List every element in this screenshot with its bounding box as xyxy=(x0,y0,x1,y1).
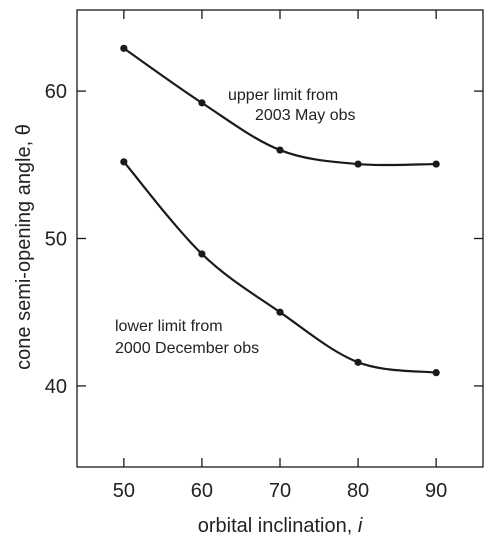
data-point-1-80 xyxy=(354,358,362,366)
data-point-0-70 xyxy=(276,146,284,154)
data-point-1-50 xyxy=(120,158,128,166)
ticks: 50 60 70 80 90 40 50 60 xyxy=(45,10,483,502)
x-tick-label-90: 90 xyxy=(425,480,447,502)
y-tick-label-60: 60 xyxy=(45,81,67,103)
data-point-0-50 xyxy=(120,44,128,52)
annotation-upper-line2: 2003 May obs xyxy=(255,107,356,124)
x-tick-label-80: 80 xyxy=(347,480,369,502)
x-axis-title-var: i xyxy=(358,515,363,537)
x-tick-label-60: 60 xyxy=(191,480,213,502)
x-tick-label-50: 50 xyxy=(113,480,135,502)
plot-frame xyxy=(76,9,484,468)
data-point-0-90 xyxy=(432,160,440,168)
y-axis-title: cone semi-opening angle, θ xyxy=(13,124,35,370)
y-tick-label-40: 40 xyxy=(45,376,67,398)
series-layer xyxy=(120,44,440,377)
data-point-0-60 xyxy=(198,99,206,107)
x-axis-title-text: orbital inclination, xyxy=(198,515,358,537)
data-point-0-80 xyxy=(354,160,362,168)
data-point-1-70 xyxy=(276,308,284,316)
annotation-lower-line1: lower limit from xyxy=(115,318,223,335)
series-line-1 xyxy=(123,161,437,374)
x-axis-title: orbital inclination, i xyxy=(198,515,363,537)
data-point-1-90 xyxy=(432,369,440,377)
x-tick-label-70: 70 xyxy=(269,480,291,502)
y-tick-label-50: 50 xyxy=(45,229,67,251)
annotation-lower-line2: 2000 December obs xyxy=(115,340,259,357)
annotation-upper-line1: upper limit from xyxy=(228,87,338,104)
data-point-1-60 xyxy=(198,250,206,258)
